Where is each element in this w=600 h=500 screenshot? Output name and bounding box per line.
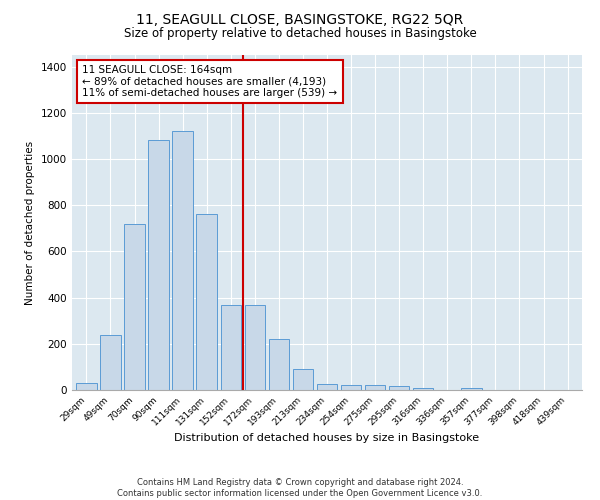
Bar [148,140,169,390]
Bar [196,214,217,390]
Text: Contains HM Land Registry data © Crown copyright and database right 2024.
Contai: Contains HM Land Registry data © Crown c… [118,478,482,498]
Text: 11, SEAGULL CLOSE, BASINGSTOKE, RG22 5QR: 11, SEAGULL CLOSE, BASINGSTOKE, RG22 5QR [136,12,464,26]
Bar [245,304,265,390]
Bar [124,224,145,390]
Bar [341,385,361,390]
Bar [389,386,409,390]
Bar [221,304,241,390]
Y-axis label: Number of detached properties: Number of detached properties [25,140,35,304]
Bar [269,339,289,390]
Bar [317,384,337,390]
Bar [100,334,121,390]
Bar [365,386,385,390]
Text: 11 SEAGULL CLOSE: 164sqm
← 89% of detached houses are smaller (4,193)
11% of sem: 11 SEAGULL CLOSE: 164sqm ← 89% of detach… [82,65,337,98]
Bar [461,388,482,390]
Text: Size of property relative to detached houses in Basingstoke: Size of property relative to detached ho… [124,28,476,40]
Bar [413,388,433,390]
X-axis label: Distribution of detached houses by size in Basingstoke: Distribution of detached houses by size … [175,432,479,442]
Bar [172,131,193,390]
Bar [76,383,97,390]
Bar [293,369,313,390]
